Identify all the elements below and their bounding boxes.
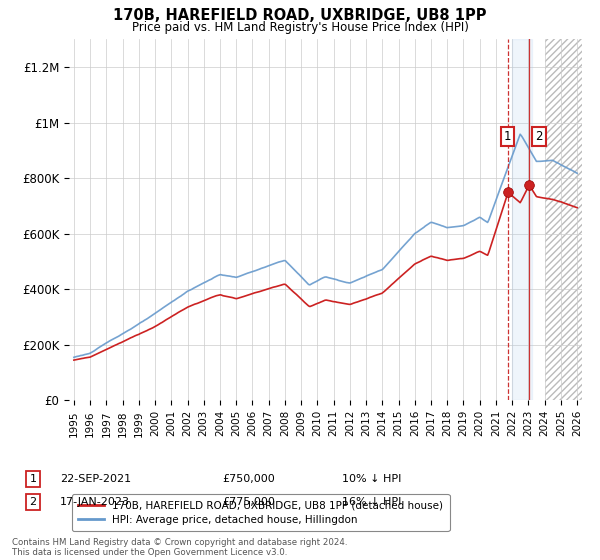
- Text: 10% ↓ HPI: 10% ↓ HPI: [342, 474, 401, 484]
- Bar: [512, 39, 532, 400]
- Text: 170B, HAREFIELD ROAD, UXBRIDGE, UB8 1PP: 170B, HAREFIELD ROAD, UXBRIDGE, UB8 1PP: [113, 8, 487, 24]
- Text: 2: 2: [535, 130, 542, 143]
- Text: Contains HM Land Registry data © Crown copyright and database right 2024.
This d: Contains HM Land Registry data © Crown c…: [12, 538, 347, 557]
- Text: 22-SEP-2021: 22-SEP-2021: [60, 474, 131, 484]
- Text: 2: 2: [29, 497, 37, 507]
- Text: £750,000: £750,000: [222, 474, 275, 484]
- Text: Price paid vs. HM Land Registry's House Price Index (HPI): Price paid vs. HM Land Registry's House …: [131, 21, 469, 34]
- Text: 16% ↓ HPI: 16% ↓ HPI: [342, 497, 401, 507]
- Text: 1: 1: [29, 474, 37, 484]
- Text: £775,000: £775,000: [222, 497, 275, 507]
- Legend: 170B, HAREFIELD ROAD, UXBRIDGE, UB8 1PP (detached house), HPI: Average price, de: 170B, HAREFIELD ROAD, UXBRIDGE, UB8 1PP …: [71, 494, 449, 531]
- Text: 1: 1: [503, 130, 511, 143]
- Bar: [545, 39, 585, 400]
- Text: 17-JAN-2023: 17-JAN-2023: [60, 497, 130, 507]
